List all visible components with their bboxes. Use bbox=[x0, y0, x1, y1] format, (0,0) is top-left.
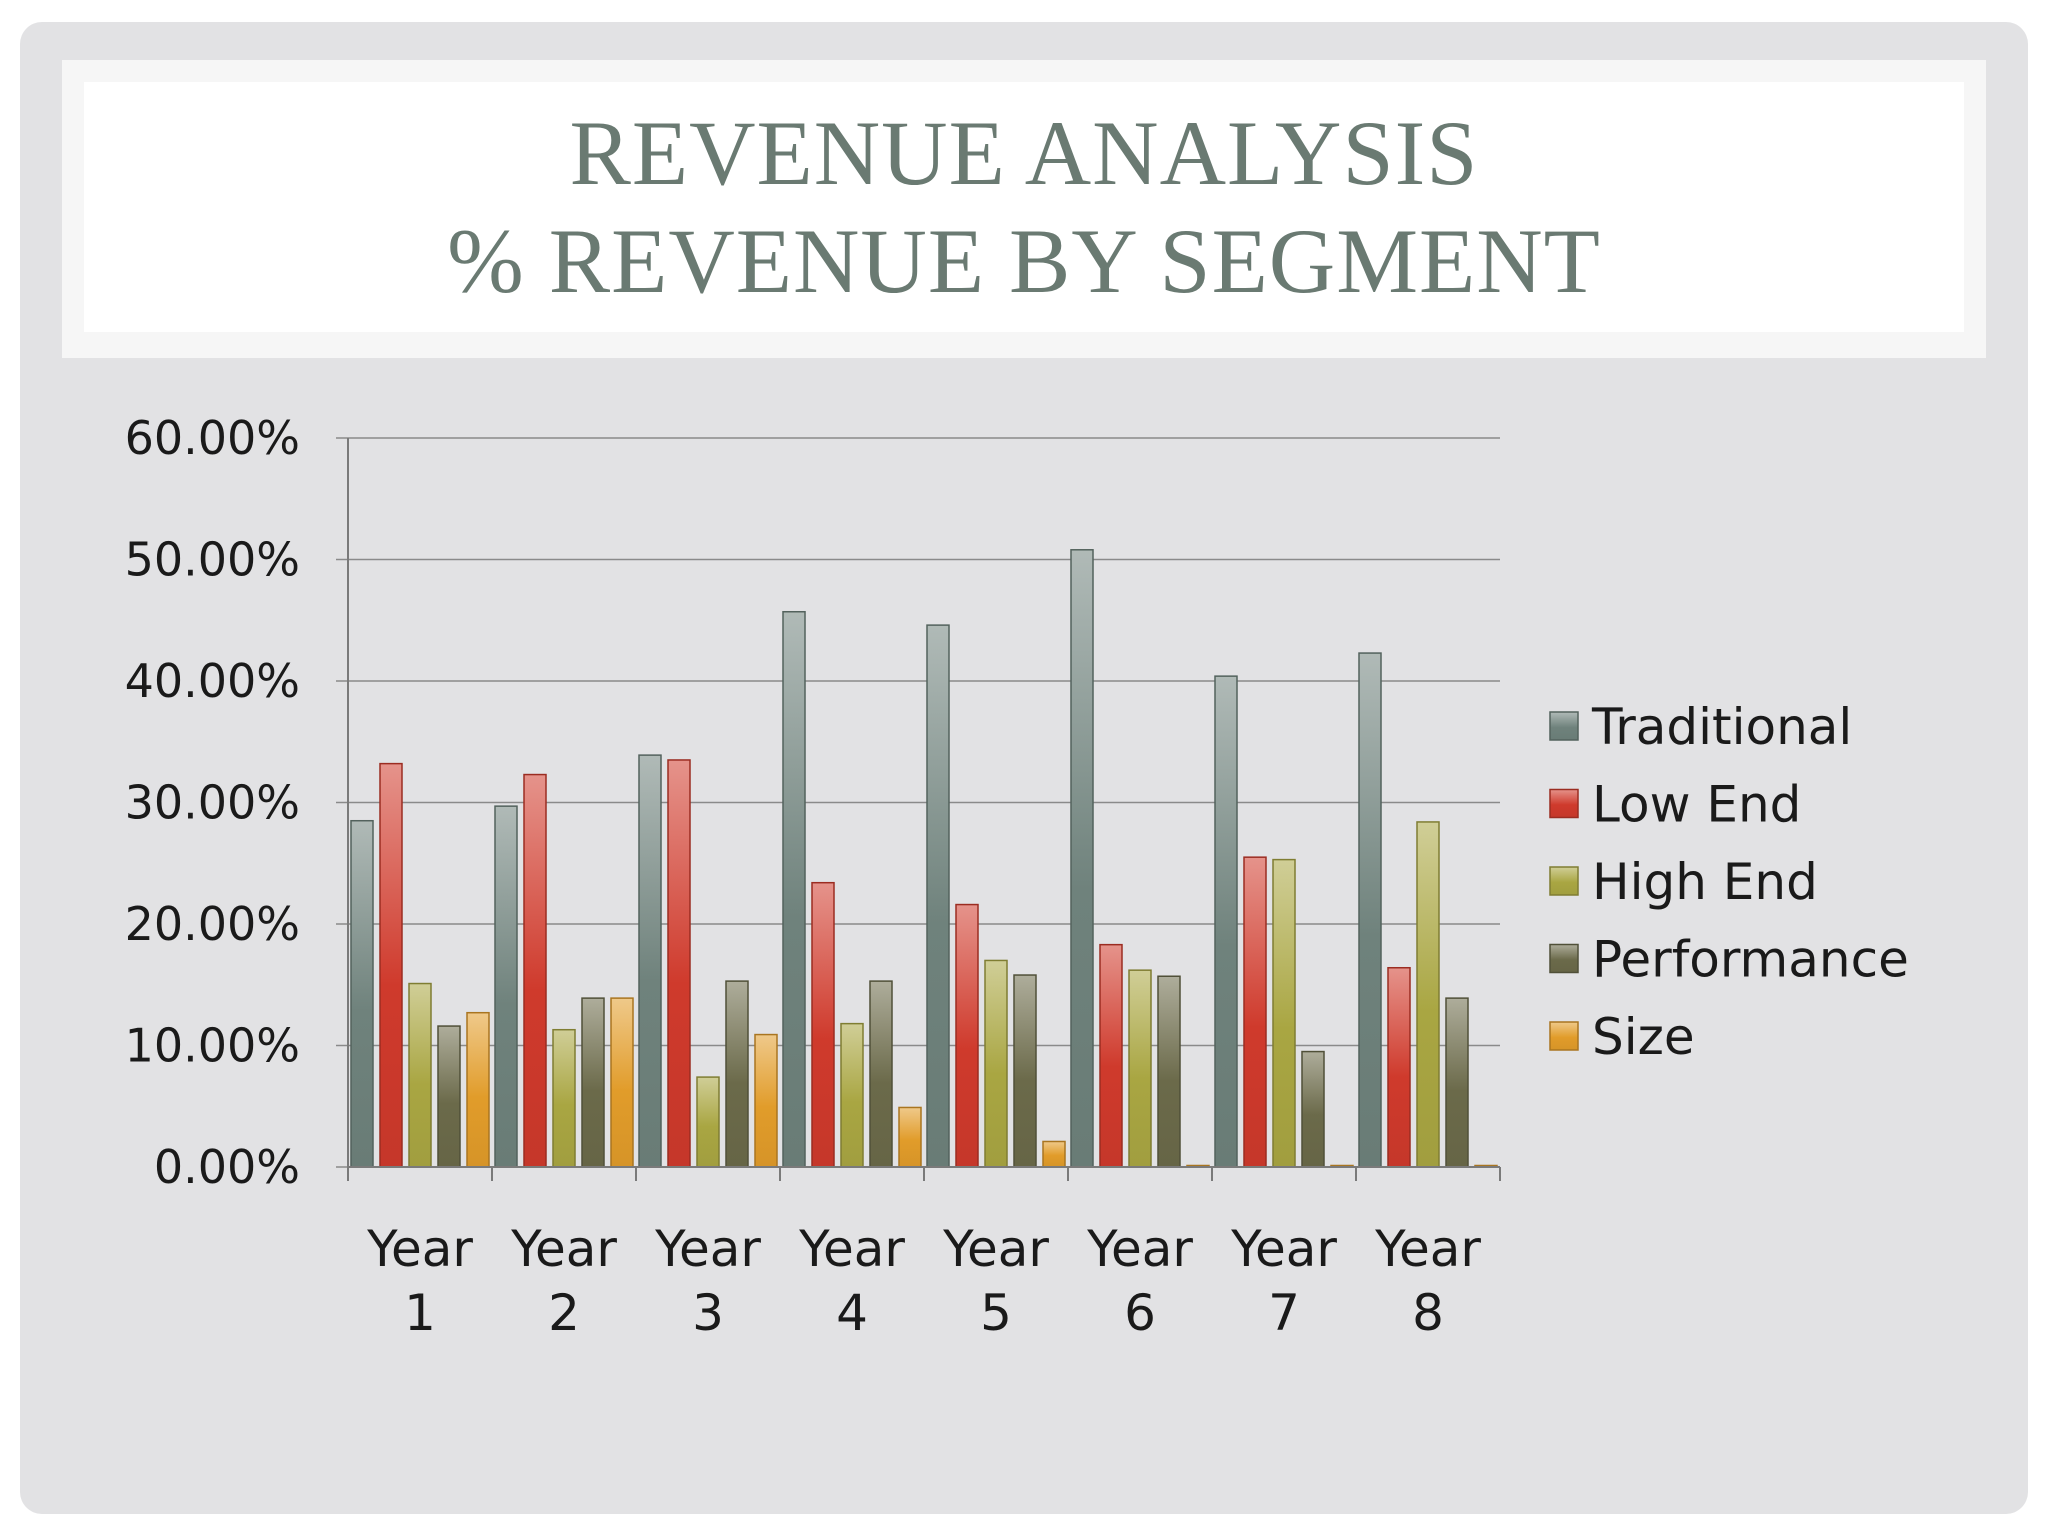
x-tick-label: Year bbox=[798, 1220, 905, 1278]
bar-low-end bbox=[523, 773, 547, 1168]
bar-traditional bbox=[1358, 652, 1382, 1168]
legend-swatch bbox=[1549, 788, 1579, 819]
bar-high-end bbox=[552, 1028, 576, 1168]
bar-performance bbox=[725, 980, 749, 1168]
bar-low-end bbox=[955, 903, 979, 1168]
bar-traditional bbox=[1214, 675, 1238, 1168]
bar-traditional bbox=[926, 624, 950, 1168]
axes: 0.00% 10.00% 20.00% 30.00% 40.00% 50.00% 60.00… bbox=[125, 411, 1501, 1342]
legend-label: Low End bbox=[1592, 776, 1801, 834]
x-tick-label: 3 bbox=[692, 1284, 724, 1342]
bar-size bbox=[754, 1033, 778, 1168]
y-tick-label: 60.00% bbox=[125, 411, 300, 465]
bar-performance bbox=[869, 980, 893, 1168]
x-tick-label: 2 bbox=[548, 1284, 580, 1342]
bar-high-end bbox=[984, 959, 1008, 1168]
bar-performance bbox=[437, 1025, 461, 1168]
bar-high-end bbox=[408, 982, 432, 1168]
bar-performance bbox=[581, 997, 605, 1168]
legend-swatch bbox=[1549, 1021, 1579, 1051]
bar-traditional bbox=[638, 754, 662, 1168]
bar-traditional bbox=[1070, 549, 1094, 1168]
bar-low-end bbox=[1099, 943, 1123, 1168]
y-tick-label: 20.00% bbox=[125, 897, 300, 951]
bar-high-end bbox=[840, 1022, 864, 1168]
x-tick-label: Year bbox=[510, 1220, 617, 1278]
bar-performance bbox=[1157, 975, 1181, 1168]
x-tick-label: Year bbox=[654, 1220, 761, 1278]
bar-low-end bbox=[811, 881, 835, 1168]
y-tick-label: 50.00% bbox=[125, 533, 300, 587]
bar-traditional bbox=[350, 819, 374, 1168]
legend-swatch bbox=[1549, 866, 1579, 896]
bar-performance bbox=[1013, 974, 1037, 1168]
bar-traditional bbox=[494, 805, 518, 1168]
legend: Traditional Low End High End Performance Siz… bbox=[1549, 698, 1909, 1066]
legend-label: Size bbox=[1592, 1008, 1695, 1066]
bar-performance bbox=[1445, 997, 1469, 1168]
x-tick-label: Year bbox=[942, 1220, 1049, 1278]
legend-label: Traditional bbox=[1591, 698, 1852, 756]
y-tick-label: 30.00% bbox=[125, 776, 300, 830]
legend-swatch bbox=[1549, 943, 1579, 974]
bar-high-end bbox=[1128, 969, 1152, 1168]
bar-high-end bbox=[1272, 858, 1296, 1168]
title-box: REVENUE ANALYSIS % REVENUE BY SEGMENT bbox=[84, 82, 1964, 332]
y-tick-label: 0.00% bbox=[154, 1140, 300, 1194]
slide-subtitle: % REVENUE BY SEGMENT bbox=[447, 210, 1601, 312]
bar-low-end bbox=[1243, 856, 1267, 1168]
bar-low-end bbox=[1387, 966, 1411, 1168]
bar-size bbox=[466, 1011, 490, 1168]
x-tick-label: Year bbox=[1086, 1220, 1193, 1278]
x-tick-label: 7 bbox=[1268, 1284, 1300, 1342]
bar-size bbox=[610, 997, 634, 1168]
bar-high-end bbox=[696, 1076, 720, 1168]
bar-low-end bbox=[667, 759, 691, 1168]
slide-title: REVENUE ANALYSIS bbox=[569, 102, 1479, 204]
legend-label: High End bbox=[1592, 853, 1818, 911]
x-tick-label: Year bbox=[366, 1220, 473, 1278]
bar-low-end bbox=[379, 762, 403, 1168]
x-tick-label: 8 bbox=[1412, 1284, 1444, 1342]
y-tick-label: 10.00% bbox=[125, 1019, 300, 1073]
legend-label: Performance bbox=[1592, 931, 1909, 989]
x-tick-label: 1 bbox=[404, 1284, 436, 1342]
legend-swatch bbox=[1549, 711, 1579, 741]
x-tick-label: Year bbox=[1374, 1220, 1481, 1278]
bar-traditional bbox=[782, 610, 806, 1168]
bars bbox=[350, 549, 1498, 1168]
bar-performance bbox=[1301, 1050, 1325, 1168]
x-tick-label: Year bbox=[1230, 1220, 1337, 1278]
bar-high-end bbox=[1416, 821, 1440, 1168]
x-tick-label: 6 bbox=[1124, 1284, 1156, 1342]
x-tick-label: 4 bbox=[836, 1284, 868, 1342]
bar-size bbox=[1042, 1140, 1066, 1168]
x-tick-label: 5 bbox=[980, 1284, 1012, 1342]
y-tick-label: 40.00% bbox=[125, 654, 300, 708]
bar-size bbox=[898, 1106, 922, 1168]
